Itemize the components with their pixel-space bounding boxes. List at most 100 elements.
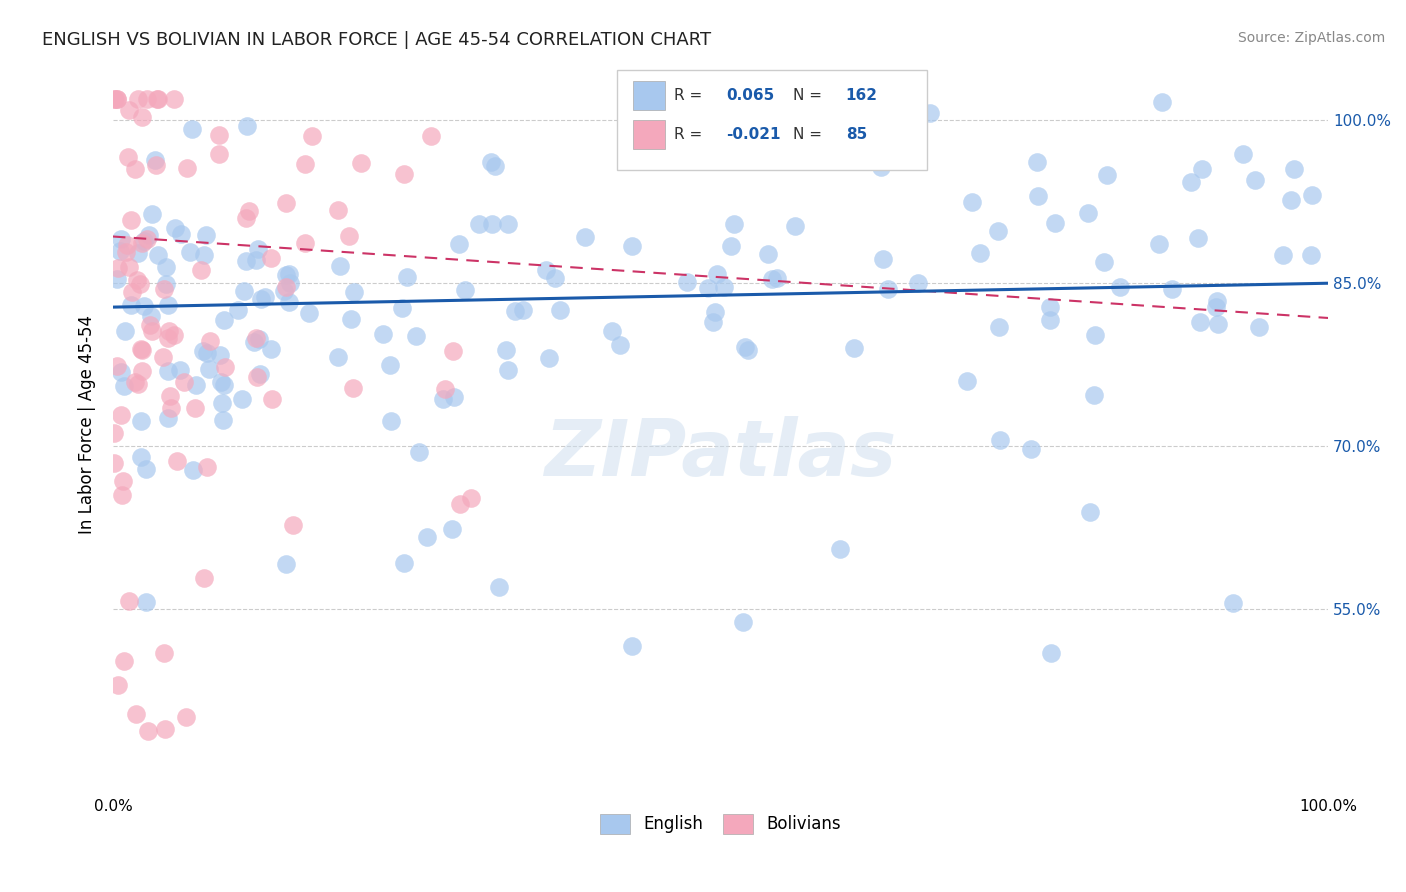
Point xyxy=(337,228,360,243)
FancyBboxPatch shape xyxy=(633,120,665,149)
Y-axis label: In Labor Force | Age 45-54: In Labor Force | Age 45-54 xyxy=(79,315,96,534)
Point xyxy=(1205,300,1227,314)
Point xyxy=(260,342,283,356)
Point xyxy=(157,411,180,425)
Point xyxy=(870,160,893,174)
Point xyxy=(135,462,157,476)
Point xyxy=(600,324,623,338)
Point xyxy=(441,344,464,359)
Point xyxy=(343,285,366,300)
Point xyxy=(211,413,233,427)
Point xyxy=(1095,168,1118,182)
Point xyxy=(859,153,882,167)
Text: 0.065: 0.065 xyxy=(727,88,775,103)
Point xyxy=(112,654,135,668)
Point xyxy=(136,723,159,738)
Point xyxy=(118,260,141,274)
Point xyxy=(1271,248,1294,262)
Point xyxy=(621,640,644,654)
Point xyxy=(127,376,149,391)
Point xyxy=(112,379,135,393)
Point xyxy=(195,346,218,360)
Point xyxy=(828,542,851,557)
Point xyxy=(574,229,596,244)
Point xyxy=(103,92,125,106)
Point xyxy=(301,128,323,143)
Point xyxy=(433,382,456,396)
Point xyxy=(872,252,894,267)
Point xyxy=(1205,293,1227,308)
Point xyxy=(1206,317,1229,331)
Point xyxy=(1043,217,1066,231)
Point xyxy=(342,381,364,395)
Point xyxy=(1299,247,1322,261)
Point xyxy=(956,374,979,388)
Point xyxy=(108,244,131,258)
Point xyxy=(720,239,742,253)
Text: ENGLISH VS BOLIVIAN IN LABOR FORCE | AGE 45-54 CORRELATION CHART: ENGLISH VS BOLIVIAN IN LABOR FORCE | AGE… xyxy=(42,31,711,49)
Point xyxy=(131,364,153,378)
Point xyxy=(294,236,316,251)
Point xyxy=(135,232,157,246)
Point xyxy=(180,122,202,136)
Point xyxy=(761,272,783,286)
Point xyxy=(449,237,471,252)
Point xyxy=(211,396,233,410)
Point xyxy=(783,219,806,233)
Point xyxy=(214,359,236,374)
Point xyxy=(1282,162,1305,177)
Point xyxy=(1147,237,1170,252)
Point xyxy=(512,303,534,318)
Text: 85: 85 xyxy=(845,127,868,142)
Point xyxy=(117,150,139,164)
Point xyxy=(842,341,865,355)
Point xyxy=(197,362,219,376)
Point xyxy=(1039,300,1062,314)
Point xyxy=(103,425,125,440)
Point xyxy=(208,146,231,161)
Point xyxy=(145,158,167,172)
Text: R =: R = xyxy=(675,88,707,103)
Point xyxy=(131,450,153,464)
Point xyxy=(1222,596,1244,610)
Point xyxy=(198,334,221,348)
Point xyxy=(139,318,162,332)
Point xyxy=(1039,313,1062,327)
Point xyxy=(274,196,297,211)
Point xyxy=(155,722,177,736)
Point xyxy=(503,304,526,318)
FancyBboxPatch shape xyxy=(617,70,927,169)
Point xyxy=(165,221,187,235)
Point xyxy=(1232,147,1254,161)
Point xyxy=(1040,647,1063,661)
Point xyxy=(105,271,128,285)
Point xyxy=(173,375,195,389)
Point xyxy=(184,401,207,415)
Point xyxy=(454,283,477,297)
Point xyxy=(1083,388,1105,402)
Text: 162: 162 xyxy=(845,88,877,103)
Point xyxy=(960,195,983,210)
Point xyxy=(488,580,510,594)
Point xyxy=(235,253,257,268)
Point xyxy=(146,92,169,106)
Text: ZIPatlas: ZIPatlas xyxy=(544,416,897,492)
Point xyxy=(166,454,188,468)
Point xyxy=(391,301,413,315)
Point xyxy=(245,370,267,384)
Point xyxy=(132,234,155,248)
Point xyxy=(278,276,301,290)
Point xyxy=(737,343,759,358)
Point xyxy=(170,227,193,241)
Point xyxy=(675,275,697,289)
Point xyxy=(245,252,267,267)
Point xyxy=(1084,328,1107,343)
Legend: English, Bolivians: English, Bolivians xyxy=(593,807,848,841)
Point xyxy=(918,105,941,120)
Point xyxy=(408,444,430,458)
Point xyxy=(278,294,301,309)
Text: Source: ZipAtlas.com: Source: ZipAtlas.com xyxy=(1237,31,1385,45)
Text: N =: N = xyxy=(793,127,827,142)
Point xyxy=(396,270,419,285)
Point xyxy=(250,292,273,306)
